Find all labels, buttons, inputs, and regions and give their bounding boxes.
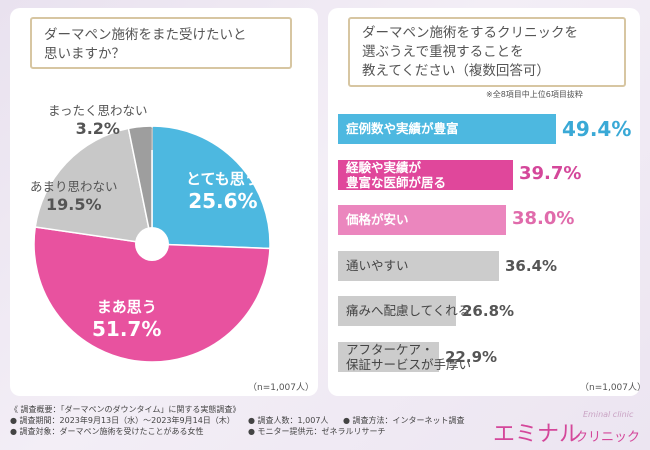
bar-case-count (338, 114, 556, 144)
pie-value-very-much: 25.6% (188, 189, 258, 213)
bar-value-easy-access: 36.4% (505, 256, 558, 275)
pie-category-somewhat: まあ思う (96, 298, 157, 316)
bar-pain-care (338, 296, 456, 326)
logo-main-text: エミナル (493, 422, 582, 447)
pie-label-very-much: とても思う 25.6% (186, 168, 260, 213)
bar-low-price (338, 205, 506, 235)
bar-label-pain-care: 痛みへ配慮してくれる (346, 303, 470, 318)
footer-title: 《 調査概要：「ダーマペンのダウンタイム」に関する実態調査》 (10, 405, 241, 414)
survey-footer: 《 調査概要：「ダーマペンのダウンタイム」に関する実態調査》 ● 調査期間：20… (10, 404, 480, 437)
bar-label-aftercare: アフターケア・ 保証サービスが手厚い (346, 342, 471, 372)
bar-label-line: アフターケア・ (346, 341, 434, 357)
footer-count: ● 調査人数：1,007人 (248, 416, 329, 425)
bar-label-line: 痛みへ配慮してくれる (346, 303, 471, 318)
bar-label-line: 保証サービスが手厚い (346, 356, 472, 372)
pie-slice-very-much (151, 125, 271, 250)
pie-label-not-at-all: まったく思わない 3.2% (48, 100, 148, 138)
pie-slice-not-at-all (127, 125, 153, 245)
bar-label-line: 豊富な医師が居る (346, 174, 447, 190)
bar-value-experienced-doctor: 39.7% (519, 162, 582, 184)
pie-value-not-much: 19.5% (46, 195, 102, 214)
pie-label-not-much: あまり思わない 19.5% (30, 176, 118, 214)
clinic-logo: Eminal clinic エミナル クリニック (485, 406, 645, 447)
question-1-box: ダーマペン施術をまた受けたいと 思いますか？ (30, 17, 292, 69)
question-2-line-1: ダーマペン施術をするクリニックを (362, 25, 578, 41)
logo-script-text: Eminal clinic (583, 410, 634, 419)
pie-slice-somewhat (33, 226, 271, 363)
question-1-line-2: 思いますか？ (44, 46, 125, 62)
bar-label-line: 通いやすい (346, 257, 409, 273)
pie-value-somewhat: 51.7% (92, 317, 162, 341)
pie-chart (33, 125, 271, 363)
bar-value-pain-care: 26.8% (462, 302, 515, 320)
question-2-note: ※全8項目中上位6項目抜粋 (486, 90, 583, 99)
bar-aftercare (338, 341, 439, 372)
question-2-line-3: 教えてください（複数回答可） (362, 63, 550, 79)
pie-center-hole (135, 227, 169, 261)
bar-value-case-count: 49.4% (562, 117, 632, 141)
question-1-line-1: ダーマペン施術をまた受けたいと (44, 27, 247, 43)
bar-easy-access (338, 250, 499, 281)
footer-provider: ● モニター提供元：ゼネラルリサーチ (248, 427, 386, 436)
logo-sub-text: クリニック (575, 430, 641, 445)
pie-value-not-at-all: 3.2% (75, 119, 120, 138)
bar-value-aftercare: 22.9% (445, 347, 498, 366)
footer-method: ● 調査方法：インターネット調査 (343, 416, 465, 425)
bar-label-line: 経験や実績が (346, 159, 422, 175)
bar-label-low-price: 価格が安い (346, 212, 409, 227)
bar-label-line: 価格が安い (346, 212, 409, 227)
pie-category-not-at-all: まったく思わない (48, 103, 148, 118)
pie-category-not-much: あまり思わない (30, 179, 118, 194)
left-sample-size: （n=1,007人） (248, 383, 315, 393)
bar-label-experienced-doctor: 経験や実績が 豊富な医師が居る (346, 160, 446, 190)
bar-experienced-doctor (338, 159, 513, 190)
question-2-line-2: 選ぶうえで重視することを (362, 44, 524, 60)
bar-label-easy-access: 通いやすい (346, 258, 409, 273)
bar-value-low-price: 38.0% (512, 208, 575, 229)
right-sample-size: （n=1,007人） (580, 383, 647, 393)
pie-category-very-much: とても思う (186, 170, 260, 188)
bar-label-case-count: 症例数や実績が豊富 (346, 121, 459, 136)
pie-label-somewhat: まあ思う 51.7% (92, 296, 161, 341)
pie-slice-not-much (34, 127, 153, 245)
bar-label-line: 症例数や実績が豊富 (346, 121, 459, 136)
question-2-box: ダーマペン施術をするクリニックを 選ぶうえで重視することを 教えてください（複数… (348, 17, 626, 87)
footer-period: ● 調査期間：2023年9月13日（水）〜2023年9月14日（木） (10, 416, 235, 425)
footer-target: ● 調査対象：ダーマペン施術を受けたことがある女性 (10, 427, 204, 436)
